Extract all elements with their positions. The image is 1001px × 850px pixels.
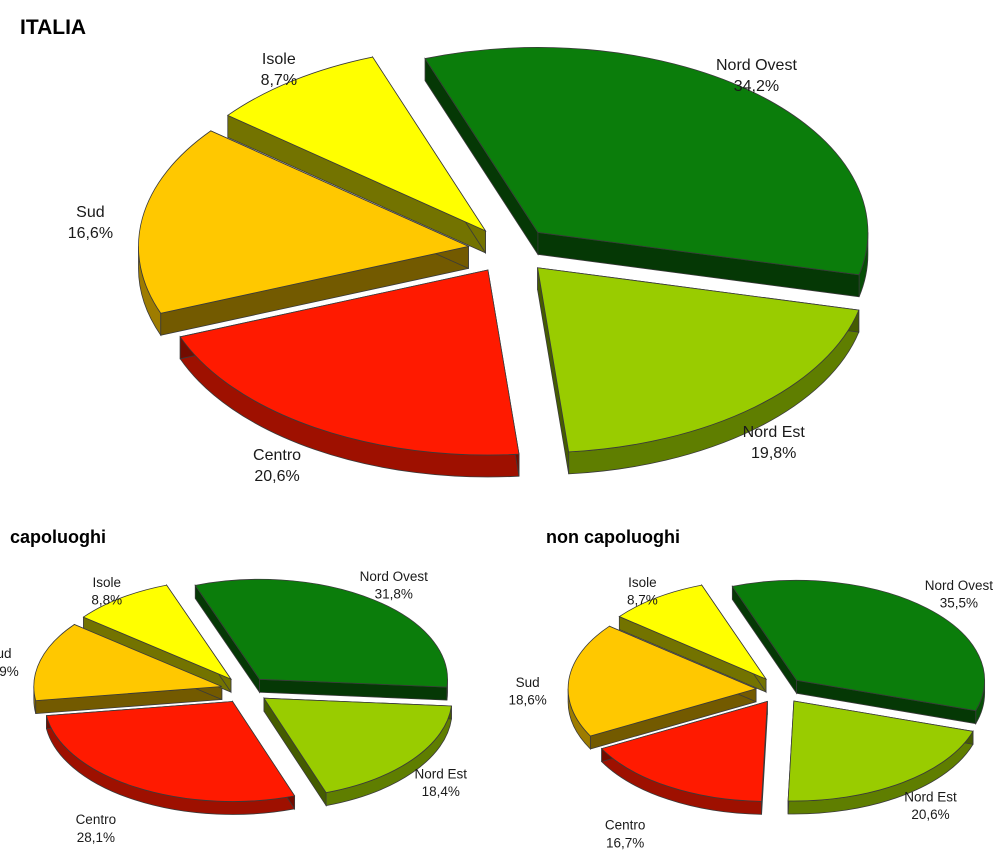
slice-label-nord-est: Nord Est: [904, 790, 957, 805]
pie-chart-italia: ITALIA Nord Ovest 34,2% Nord Est 19,8% Centro…: [20, 16, 869, 485]
slice-value-centro: 16,7%: [606, 835, 644, 850]
slice-nord-ovest: [194, 578, 448, 688]
slice-label-centro: Centro: [76, 812, 117, 827]
slice-value-isole: 8,7%: [261, 72, 297, 89]
slice-isole: [618, 584, 768, 680]
slice-nord-ovest: [731, 579, 986, 712]
slice-isole: [226, 56, 487, 232]
slice-label-isole: Isole: [262, 51, 296, 68]
slice-sud: [138, 130, 470, 314]
slice-sud: [567, 625, 758, 737]
slice-label-centro: Centro: [253, 447, 301, 464]
slice-sud: [33, 624, 222, 702]
slice-label-nord-ovest: Nord Ovest: [925, 578, 994, 593]
slice-value-nord-ovest: 35,5%: [940, 596, 978, 611]
slice-label-nord-ovest: Nord Ovest: [716, 57, 797, 74]
slice-label-centro: Centro: [605, 818, 646, 833]
pie-chart-non-capoluoghi: non capoluoghi Nord Ovest 35,5% Nord Est 20,…: [508, 527, 993, 850]
chart-title: capoluoghi: [10, 527, 106, 547]
slice-label-isole: Isole: [92, 575, 121, 590]
slice-value-sud: 12,9%: [0, 664, 19, 679]
slice-label-nord-est: Nord Est: [743, 424, 806, 441]
slice-value-nord-est: 19,8%: [751, 445, 796, 462]
slice-value-nord-est: 18,4%: [422, 784, 460, 799]
slice-label-sud: Sud: [0, 646, 12, 661]
slice-nord-est: [537, 267, 860, 453]
slice-label-sud: Sud: [76, 204, 104, 221]
chart-title: ITALIA: [20, 16, 86, 39]
slice-value-nord-ovest: 34,2%: [734, 78, 779, 95]
slice-centro: [600, 700, 768, 802]
slice-value-centro: 28,1%: [77, 830, 115, 845]
slice-value-sud: 18,6%: [508, 692, 546, 707]
slice-label-sud: Sud: [516, 675, 540, 690]
slice-nord-est: [263, 697, 452, 794]
slice-label-nord-est: Nord Est: [414, 766, 467, 781]
slice-value-isole: 8,7%: [627, 592, 658, 607]
slice-value-isole: 8,8%: [91, 593, 122, 608]
slice-value-nord-ovest: 31,8%: [375, 586, 413, 601]
chart-title: non capoluoghi: [546, 527, 680, 547]
slice-label-nord-ovest: Nord Ovest: [360, 569, 429, 584]
slice-isole: [82, 584, 233, 681]
pie-chart-capoluoghi: capoluoghi Nord Ovest 31,8% Nord Est 18,4% Ce…: [0, 527, 467, 845]
slice-label-isole: Isole: [628, 575, 657, 590]
slice-value-sud: 16,6%: [68, 225, 113, 242]
slice-nord-ovest: [424, 47, 869, 276]
slice-centro: [179, 269, 520, 456]
slice-nord-est: [787, 700, 974, 802]
slice-value-centro: 20,6%: [254, 468, 299, 485]
slice-centro: [45, 701, 296, 802]
slice-value-nord-est: 20,6%: [911, 807, 949, 822]
